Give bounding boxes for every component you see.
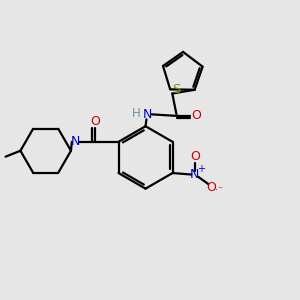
- Text: S: S: [172, 83, 180, 96]
- Text: O: O: [90, 116, 100, 128]
- Text: O: O: [190, 150, 200, 163]
- Text: O: O: [206, 181, 216, 194]
- Text: N: N: [190, 168, 200, 181]
- Text: ·⁻: ·⁻: [215, 185, 223, 195]
- Text: +: +: [197, 164, 206, 174]
- Text: N: N: [71, 135, 80, 148]
- Text: H: H: [132, 107, 141, 120]
- Text: N: N: [143, 108, 152, 121]
- Text: O: O: [192, 109, 202, 122]
